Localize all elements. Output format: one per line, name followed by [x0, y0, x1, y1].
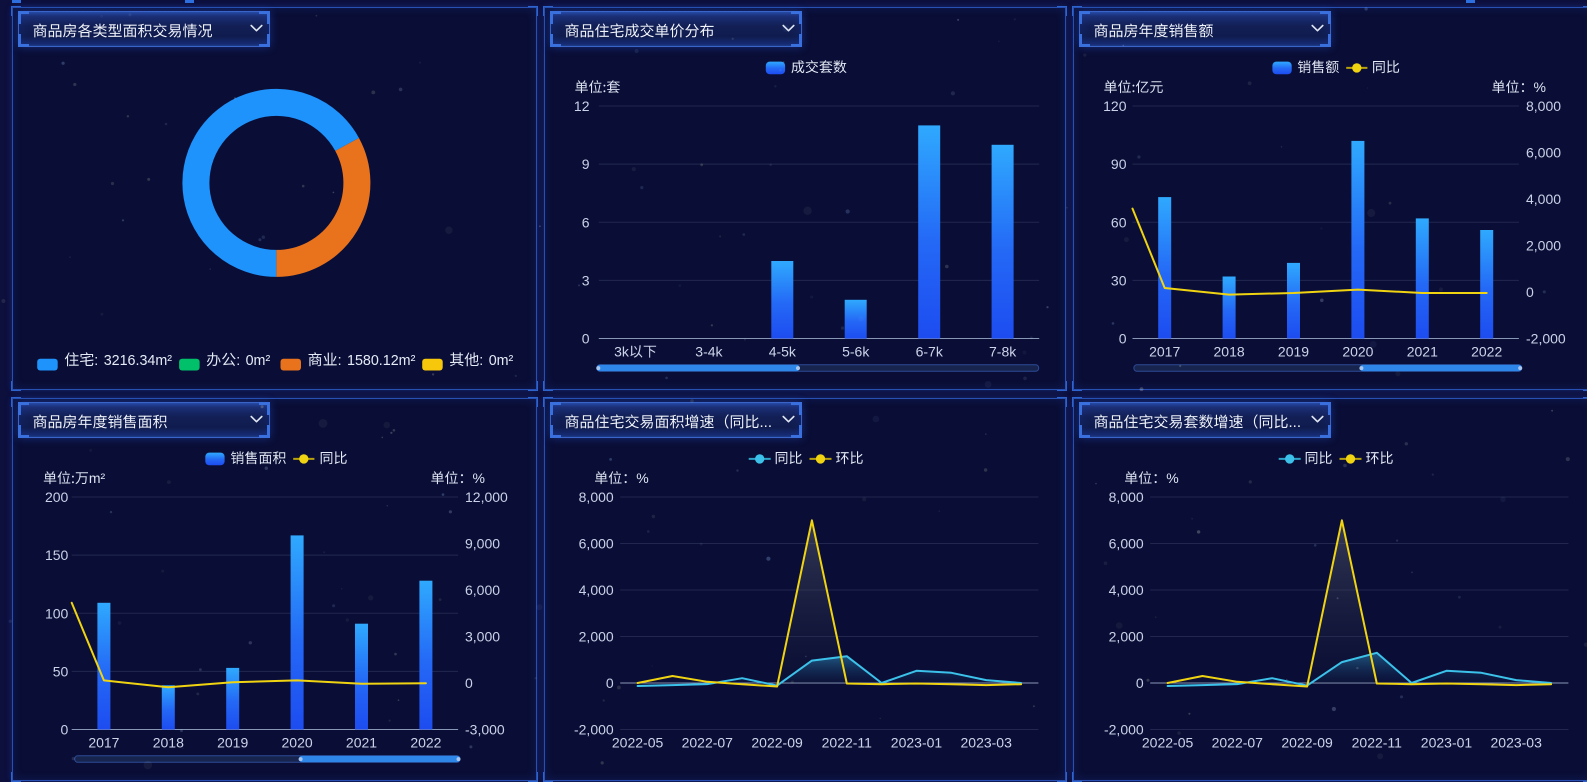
svg-text:4,000: 4,000 [578, 582, 613, 598]
svg-text:0m²: 0m² [488, 353, 513, 369]
svg-text:%: % [636, 470, 648, 486]
svg-text:3k: 3k [614, 344, 630, 360]
svg-text::: : [94, 353, 98, 369]
svg-text:2020: 2020 [281, 735, 312, 751]
svg-text:2020: 2020 [1342, 344, 1373, 360]
svg-text:7-8k: 7-8k [989, 344, 1017, 360]
svg-text:2023-03: 2023-03 [1490, 735, 1542, 751]
svg-text:2022-11: 2022-11 [1351, 735, 1402, 751]
svg-text:8,000: 8,000 [578, 489, 613, 505]
svg-text:2022-07: 2022-07 [681, 735, 733, 751]
svg-text:6,000: 6,000 [578, 536, 613, 552]
svg-text:2017: 2017 [88, 735, 119, 751]
svg-text:1580.12m²: 1580.12m² [347, 353, 416, 369]
svg-text:50: 50 [52, 663, 68, 679]
svg-text:4,000: 4,000 [1526, 191, 1561, 207]
svg-text:8,000: 8,000 [1526, 98, 1561, 114]
svg-text:2,000: 2,000 [578, 629, 613, 645]
svg-text:-2,000: -2,000 [1526, 331, 1566, 347]
svg-text:6,000: 6,000 [465, 582, 500, 598]
svg-text:90: 90 [1110, 156, 1126, 172]
svg-text:%: % [1166, 470, 1178, 486]
svg-text:6,000: 6,000 [1108, 536, 1143, 552]
svg-text:3: 3 [581, 272, 589, 288]
svg-text:m²: m² [88, 470, 105, 486]
svg-text:%: % [1533, 79, 1545, 95]
svg-text:3,000: 3,000 [465, 629, 500, 645]
svg-text:2023-01: 2023-01 [1420, 735, 1472, 751]
svg-text:2,000: 2,000 [1526, 238, 1561, 254]
svg-text:12,000: 12,000 [465, 489, 508, 505]
svg-text:0: 0 [1135, 675, 1143, 691]
svg-text:4,000: 4,000 [1108, 582, 1143, 598]
svg-text:2022-07: 2022-07 [1211, 735, 1263, 751]
svg-text:120: 120 [1103, 98, 1127, 114]
svg-text:2019: 2019 [217, 735, 248, 751]
svg-text:-2,000: -2,000 [1103, 722, 1143, 738]
svg-text:2023-03: 2023-03 [960, 735, 1012, 751]
svg-text:...: ... [759, 414, 772, 431]
svg-text:2018: 2018 [152, 735, 183, 751]
svg-text:2023-01: 2023-01 [890, 735, 942, 751]
svg-text:2021: 2021 [1406, 344, 1437, 360]
svg-text:2,000: 2,000 [1108, 629, 1143, 645]
svg-text:2022-05: 2022-05 [1141, 735, 1193, 751]
svg-text:-3,000: -3,000 [465, 722, 505, 738]
svg-text:...: ... [1288, 414, 1301, 431]
svg-text:2021: 2021 [345, 735, 376, 751]
svg-text:150: 150 [44, 547, 68, 563]
svg-text:60: 60 [1110, 214, 1126, 230]
svg-text:-2,000: -2,000 [573, 722, 613, 738]
svg-text:30: 30 [1110, 272, 1126, 288]
svg-text:3-4k: 3-4k [695, 344, 723, 360]
svg-text:%: % [472, 470, 484, 486]
svg-text:5-6k: 5-6k [842, 344, 870, 360]
svg-text:9: 9 [581, 156, 589, 172]
svg-text:2022: 2022 [1471, 344, 1502, 360]
svg-text:8,000: 8,000 [1108, 489, 1143, 505]
svg-text:0: 0 [465, 675, 473, 691]
svg-text:2022-05: 2022-05 [611, 735, 663, 751]
svg-text:0: 0 [581, 331, 589, 347]
svg-text:0: 0 [1118, 331, 1126, 347]
svg-text::: : [236, 353, 240, 369]
svg-text:12: 12 [573, 98, 589, 114]
svg-text:4-5k: 4-5k [768, 344, 796, 360]
svg-text:0: 0 [60, 722, 68, 738]
svg-text:2019: 2019 [1277, 344, 1308, 360]
svg-text:2017: 2017 [1149, 344, 1180, 360]
svg-text:0: 0 [605, 675, 613, 691]
svg-text:2022-09: 2022-09 [751, 735, 803, 751]
svg-text:200: 200 [44, 489, 68, 505]
svg-text:2022-11: 2022-11 [821, 735, 872, 751]
svg-text:6: 6 [581, 214, 589, 230]
svg-text:2018: 2018 [1213, 344, 1244, 360]
svg-text:3216.34m²: 3216.34m² [103, 353, 172, 369]
svg-text:2022-09: 2022-09 [1281, 735, 1333, 751]
svg-text::: : [337, 353, 341, 369]
svg-text::: : [479, 353, 483, 369]
svg-text:0: 0 [1526, 284, 1534, 300]
svg-text:100: 100 [44, 605, 68, 621]
svg-text:2022: 2022 [410, 735, 441, 751]
svg-text:0m²: 0m² [245, 353, 270, 369]
svg-text:9,000: 9,000 [465, 536, 500, 552]
svg-text:6-7k: 6-7k [915, 344, 943, 360]
svg-text:6,000: 6,000 [1526, 145, 1561, 161]
